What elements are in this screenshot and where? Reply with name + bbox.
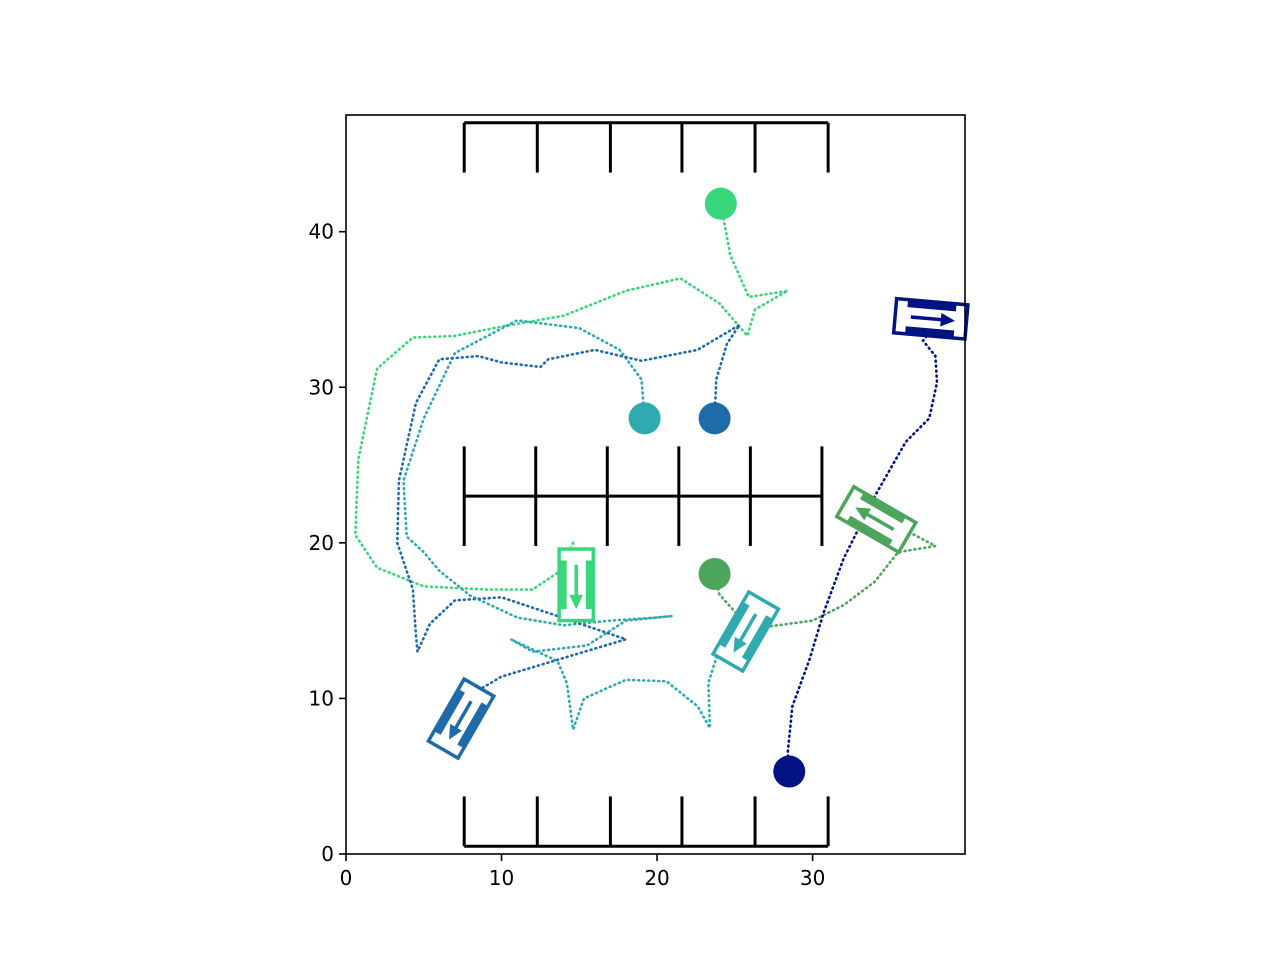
vehicle-heading-shaft xyxy=(737,613,758,644)
vehicle-heading-arrow-icon xyxy=(569,594,584,610)
trajectory-path-1 xyxy=(353,202,789,591)
x-tick-label: 20 xyxy=(644,866,669,890)
x-tick-label: 0 xyxy=(340,866,353,890)
start-marker-1 xyxy=(704,187,737,220)
y-tick-label: 10 xyxy=(309,686,334,710)
vehicle-4 xyxy=(834,484,919,555)
vehicle-heading-arrow-icon xyxy=(448,723,463,740)
axes: 0 10 20 30 0 10 20 30 40 xyxy=(309,220,826,890)
start-marker-5 xyxy=(773,755,806,788)
vehicle-left-wheels xyxy=(907,299,957,312)
y-tick-label: 30 xyxy=(309,375,334,399)
vehicle-heading-arrow-icon xyxy=(940,312,956,327)
vehicle-heading-shaft xyxy=(910,315,944,322)
vehicle-left-wheels xyxy=(457,702,489,749)
vehicle-right-wheels xyxy=(559,560,567,610)
vehicle-right-wheels xyxy=(718,601,750,648)
x-tick-label: 10 xyxy=(489,866,514,890)
y-tick-label: 20 xyxy=(309,531,334,555)
vehicle-heading-shaft xyxy=(453,700,473,731)
start-marker-3 xyxy=(698,402,731,435)
plot-frame xyxy=(345,114,966,855)
vehicle-left-wheels xyxy=(585,560,594,610)
vehicles xyxy=(426,296,970,761)
vehicle-heading-arrow-icon xyxy=(855,507,872,521)
trajectory-path-2 xyxy=(402,319,751,730)
trajectory-path-3 xyxy=(395,323,741,694)
trajectory-path-5 xyxy=(786,316,943,773)
vehicle-right-wheels xyxy=(905,326,955,338)
x-tick-label: 30 xyxy=(800,866,825,890)
start-marker-2 xyxy=(628,402,661,435)
vehicle-heading-shaft xyxy=(864,511,895,532)
vehicle-1 xyxy=(557,547,596,623)
start-marker-4 xyxy=(698,557,731,590)
vehicle-heading-arrow-icon xyxy=(733,636,747,653)
vehicle-right-wheels xyxy=(860,492,906,524)
vehicle-3 xyxy=(426,676,497,761)
vehicle-left-wheels xyxy=(846,515,893,547)
trajectory-paths xyxy=(353,202,943,773)
vehicle-right-wheels xyxy=(434,688,465,735)
start-markers xyxy=(628,187,806,788)
trajectory-path-4 xyxy=(713,519,940,629)
parking-lines xyxy=(462,121,830,848)
vehicle-left-wheels xyxy=(741,615,773,662)
y-tick-label: 40 xyxy=(309,220,334,244)
y-tick-label: 0 xyxy=(321,842,334,866)
vehicle-5 xyxy=(891,296,970,341)
vehicle-2 xyxy=(710,589,781,674)
